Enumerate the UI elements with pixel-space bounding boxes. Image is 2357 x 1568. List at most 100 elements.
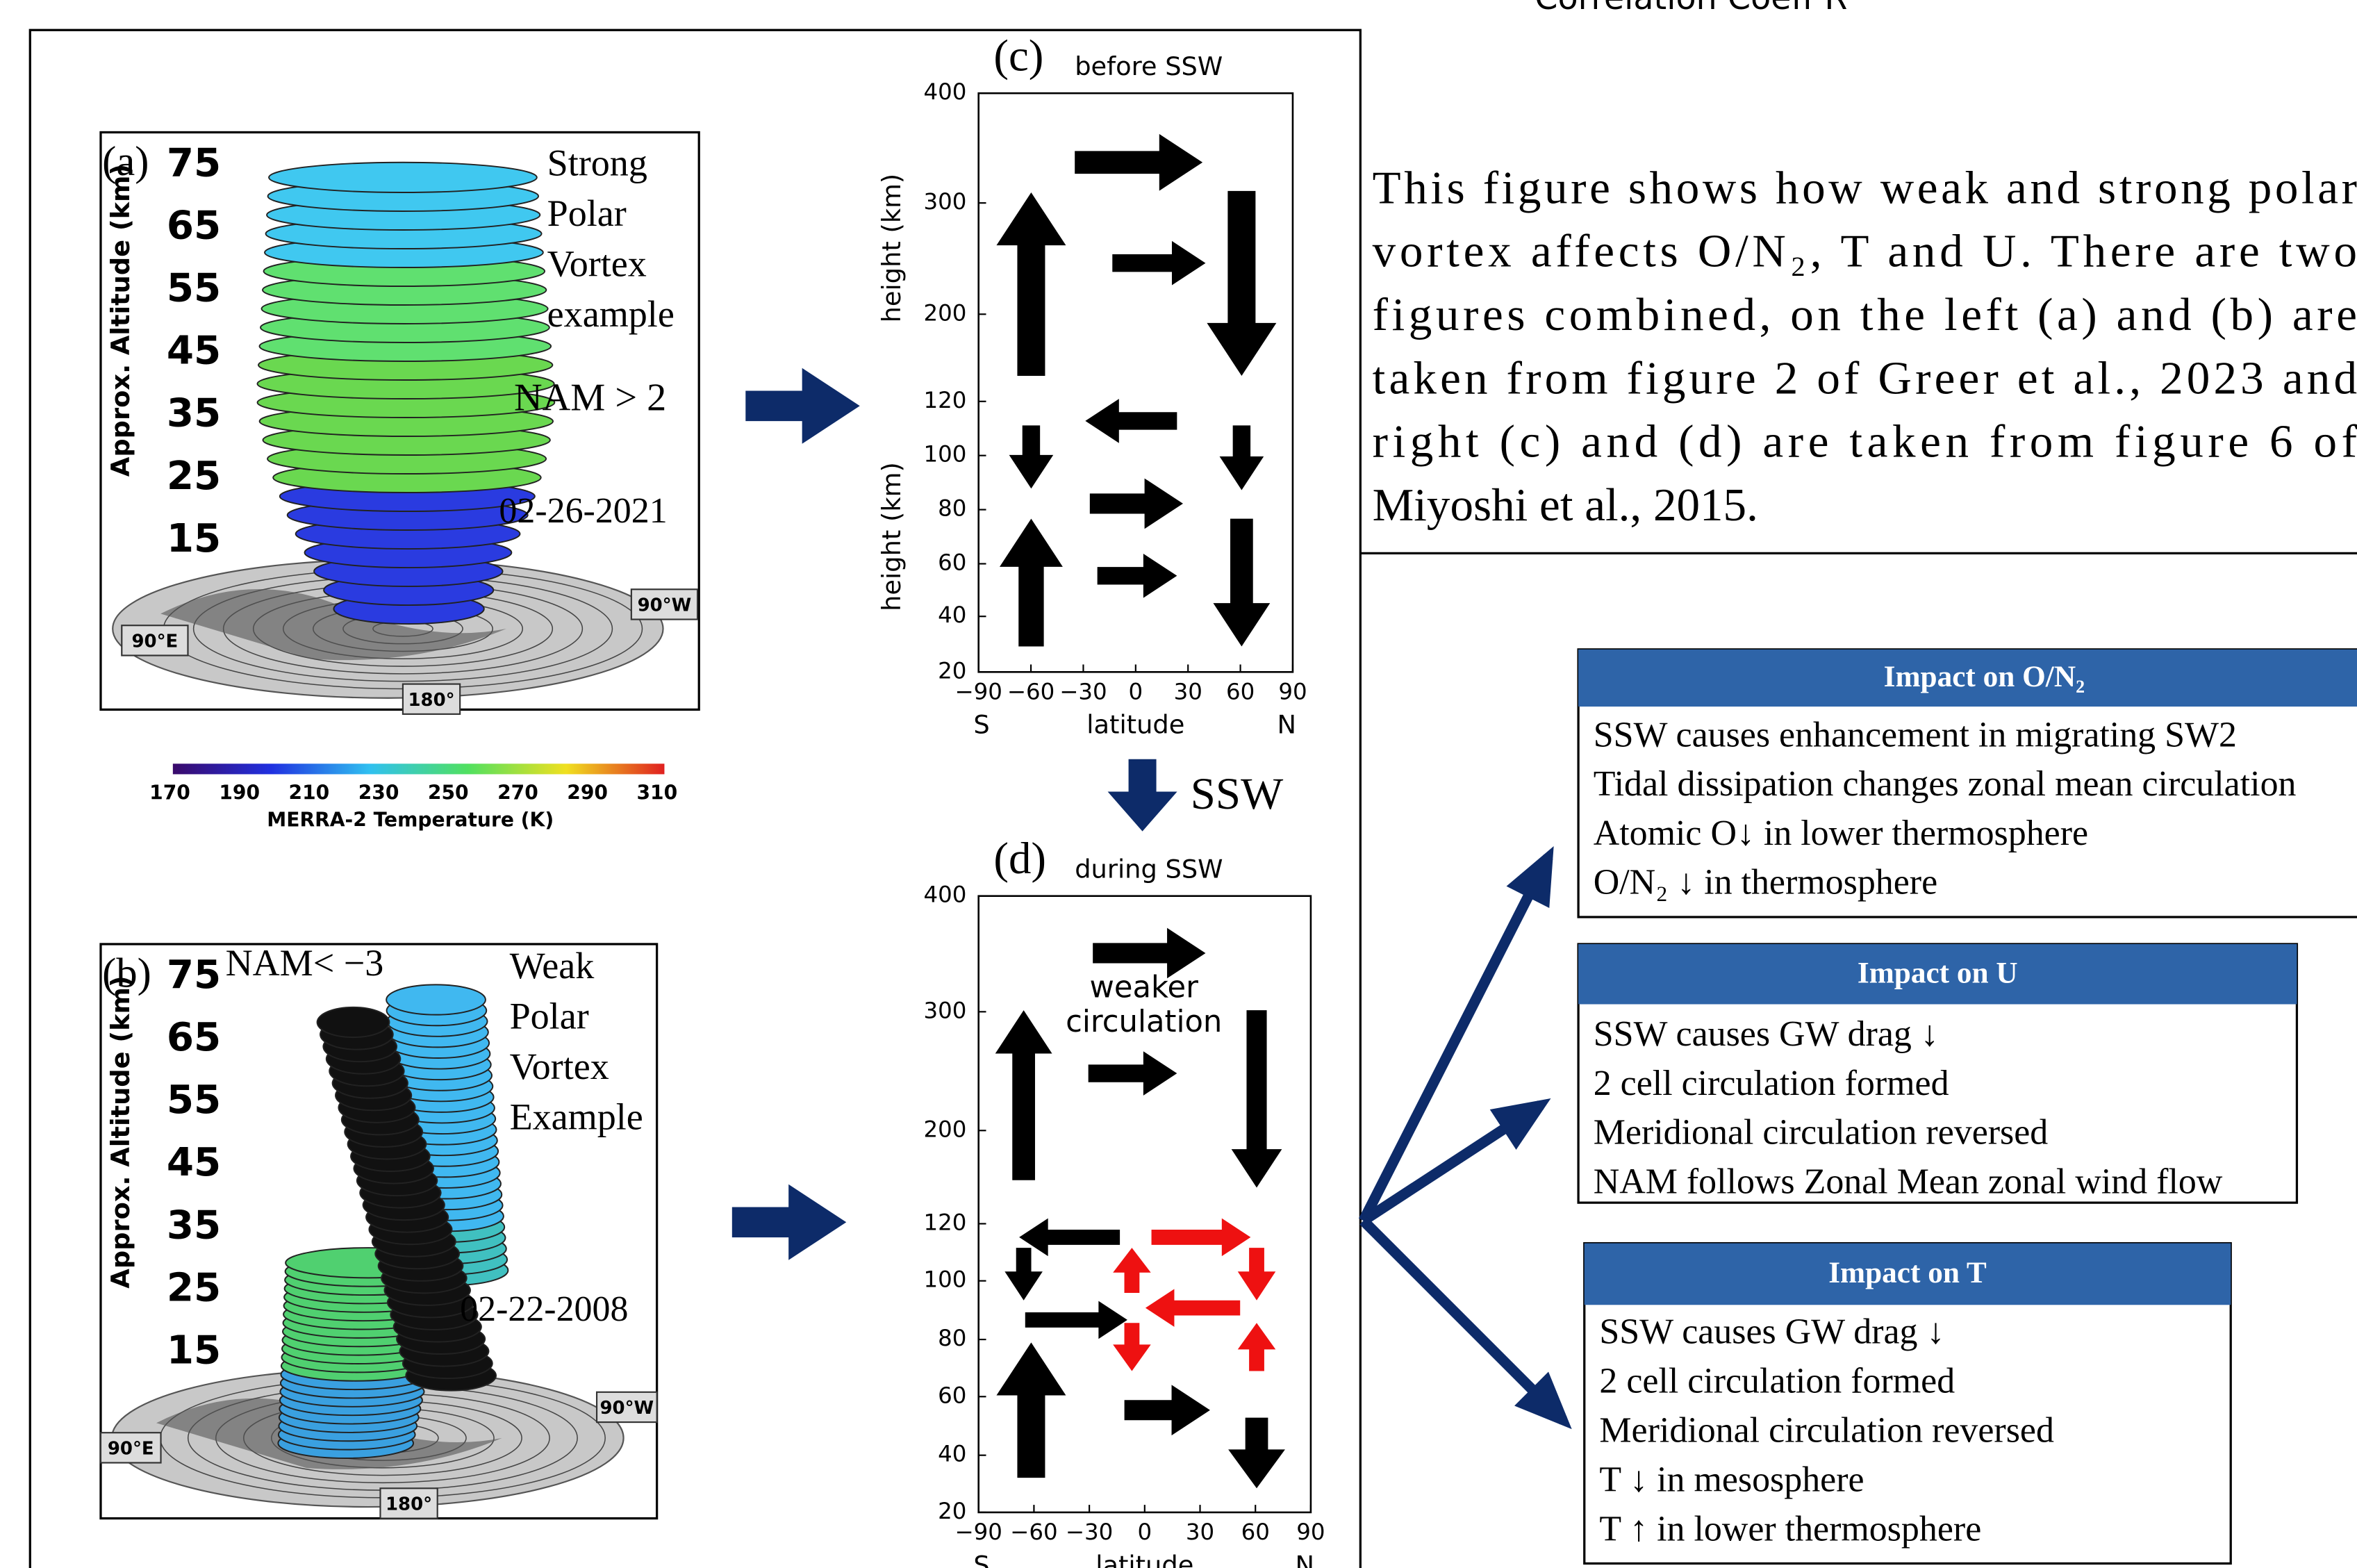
altitude-tick: 25 [167, 1265, 221, 1310]
page: { "header_cutoff": "Correlation Coeff R"… [0, 0, 2357, 1568]
x-tick-label: −30 [1066, 1519, 1113, 1545]
date-label: 02-22-2008 [460, 1289, 628, 1329]
vortex-layer [269, 163, 537, 192]
y-tick-label: 60 [938, 1382, 966, 1408]
flow-arrow [1090, 479, 1183, 529]
caption-line: Weak [510, 945, 595, 987]
impact-item: O/N₂ ↓ in thermosphere [1594, 863, 1937, 902]
altitude-tick: 25 [167, 454, 221, 499]
x-tick-label: 30 [1174, 679, 1202, 705]
impact-title: Impact on U [1858, 956, 2018, 989]
colorbar-tick: 230 [358, 782, 399, 804]
y-tick-label: 40 [938, 602, 966, 628]
flow-arrow [1089, 1051, 1177, 1096]
flow-arrow [1238, 1248, 1276, 1301]
altitude-axis-label: Approx. Altitude (km) [106, 164, 135, 477]
caption-line: Strong [547, 142, 647, 184]
y-tick-label: 400 [923, 79, 966, 105]
y-tick-label: 60 [938, 549, 966, 575]
altitude-tick: 55 [167, 266, 221, 311]
longitude-label: 90°E [108, 1439, 154, 1460]
flow-arrow [1025, 1301, 1127, 1339]
nam-label: NAM< −3 [226, 942, 384, 984]
impact-item: T ↑ in lower thermosphere [1599, 1509, 1981, 1549]
description-line: right (c) and (d) are taken from figure … [1373, 415, 2357, 468]
x-tick-label: −30 [1059, 679, 1107, 705]
flow-arrow [1213, 519, 1270, 647]
flow-arrow [1085, 399, 1177, 443]
altitude-tick: 45 [167, 1140, 221, 1185]
x-tick-label: 90 [1296, 1519, 1325, 1545]
x-tick-label: 0 [1137, 1519, 1152, 1545]
description-line: This figure shows how weak and strong po… [1373, 161, 2357, 213]
y-tick-label: 200 [923, 1116, 966, 1142]
colorbar-tick: 250 [428, 782, 469, 804]
x-tick-label: −90 [954, 1519, 1002, 1545]
y-tick-label: 100 [923, 1266, 966, 1293]
panel-label: (d) [993, 834, 1046, 884]
flow-arrow [1019, 1219, 1120, 1257]
flow-arrow [1220, 425, 1264, 490]
altitude-tick: 75 [167, 141, 221, 186]
flow-arrow [1009, 425, 1054, 488]
description-line: vortex affects O/N₂, T and U. There are … [1373, 225, 2357, 277]
date-label: 02-26-2021 [499, 491, 667, 531]
longitude-label: 90°E [131, 632, 178, 652]
vortex-layer [386, 984, 486, 1014]
navy-arrow [1108, 759, 1177, 832]
longitude-label: 90°W [638, 595, 692, 616]
x-end-label: N [1296, 1550, 1315, 1568]
flow-arrow [1207, 191, 1276, 376]
colorbar-tick: 310 [636, 782, 677, 804]
impact-item: Atomic O↓ in lower thermosphere [1594, 814, 2088, 853]
navy-arrow [745, 368, 859, 444]
connector-head [1490, 1098, 1551, 1150]
altitude-tick: 15 [167, 516, 221, 561]
caption-line: Polar [510, 996, 589, 1037]
flow-arrow [1228, 1418, 1285, 1489]
impact-item: Meridional circulation reversed [1594, 1113, 2049, 1153]
impact-item: Tidal dissipation changes zonal mean cir… [1594, 764, 2297, 804]
flow-arrow [995, 1010, 1052, 1180]
longitude-label: 180° [408, 690, 454, 711]
flow-arrow [1075, 134, 1202, 191]
x-end-label: N [1277, 710, 1297, 740]
altitude-tick: 45 [167, 329, 221, 374]
altitude-axis-label: Approx. Altitude (km) [106, 975, 135, 1288]
flow-arrow [1112, 241, 1205, 286]
x-tick-label: −90 [954, 679, 1002, 705]
colorbar-tick: 210 [289, 782, 330, 804]
ssw-label: SSW [1191, 769, 1284, 819]
colorbar-tick: 190 [219, 782, 260, 804]
figure: Correlation Coeff R(a)75655545352515Appr… [0, 0, 2357, 1568]
impact-title: Impact on O/N₂ [1884, 660, 2085, 693]
y-tick-label: 300 [923, 188, 966, 215]
y-tick-label: 80 [938, 1325, 966, 1351]
flow-arrow [1000, 519, 1063, 647]
x-end-label: S [973, 1550, 989, 1568]
altitude-tick: 15 [167, 1328, 221, 1373]
colorbar-tick: 170 [149, 782, 190, 804]
flow-arrow [1004, 1248, 1043, 1301]
altitude-tick: 35 [167, 391, 221, 436]
description-line: Miyoshi et al., 2015. [1373, 479, 1758, 531]
impact-item: T ↓ in mesosphere [1599, 1460, 1864, 1499]
impact-title: Impact on T [1828, 1256, 1987, 1289]
altitude-tick: 65 [167, 204, 221, 249]
flow-arrow [1125, 1385, 1210, 1435]
cut-header: Correlation Coeff R [1535, 0, 1847, 17]
flow-arrow [1146, 1289, 1240, 1327]
y-tick-label: 300 [923, 997, 966, 1023]
y-tick-label: 120 [923, 1209, 966, 1235]
impact-item: SSW causes GW drag ↓ [1599, 1312, 1944, 1351]
y-axis-label: height (km) [877, 462, 907, 611]
impact-item: SSW causes GW drag ↓ [1594, 1014, 1939, 1054]
x-end-label: S [973, 710, 989, 740]
caption-line: Polar [547, 192, 627, 234]
colorbar-label: MERRA-2 Temperature (K) [267, 809, 554, 832]
panel-label: (c) [993, 31, 1043, 81]
longitude-label: 90°W [599, 1398, 654, 1419]
altitude-tick: 55 [167, 1078, 221, 1123]
altitude-tick: 35 [167, 1203, 221, 1248]
altitude-tick: 65 [167, 1015, 221, 1060]
